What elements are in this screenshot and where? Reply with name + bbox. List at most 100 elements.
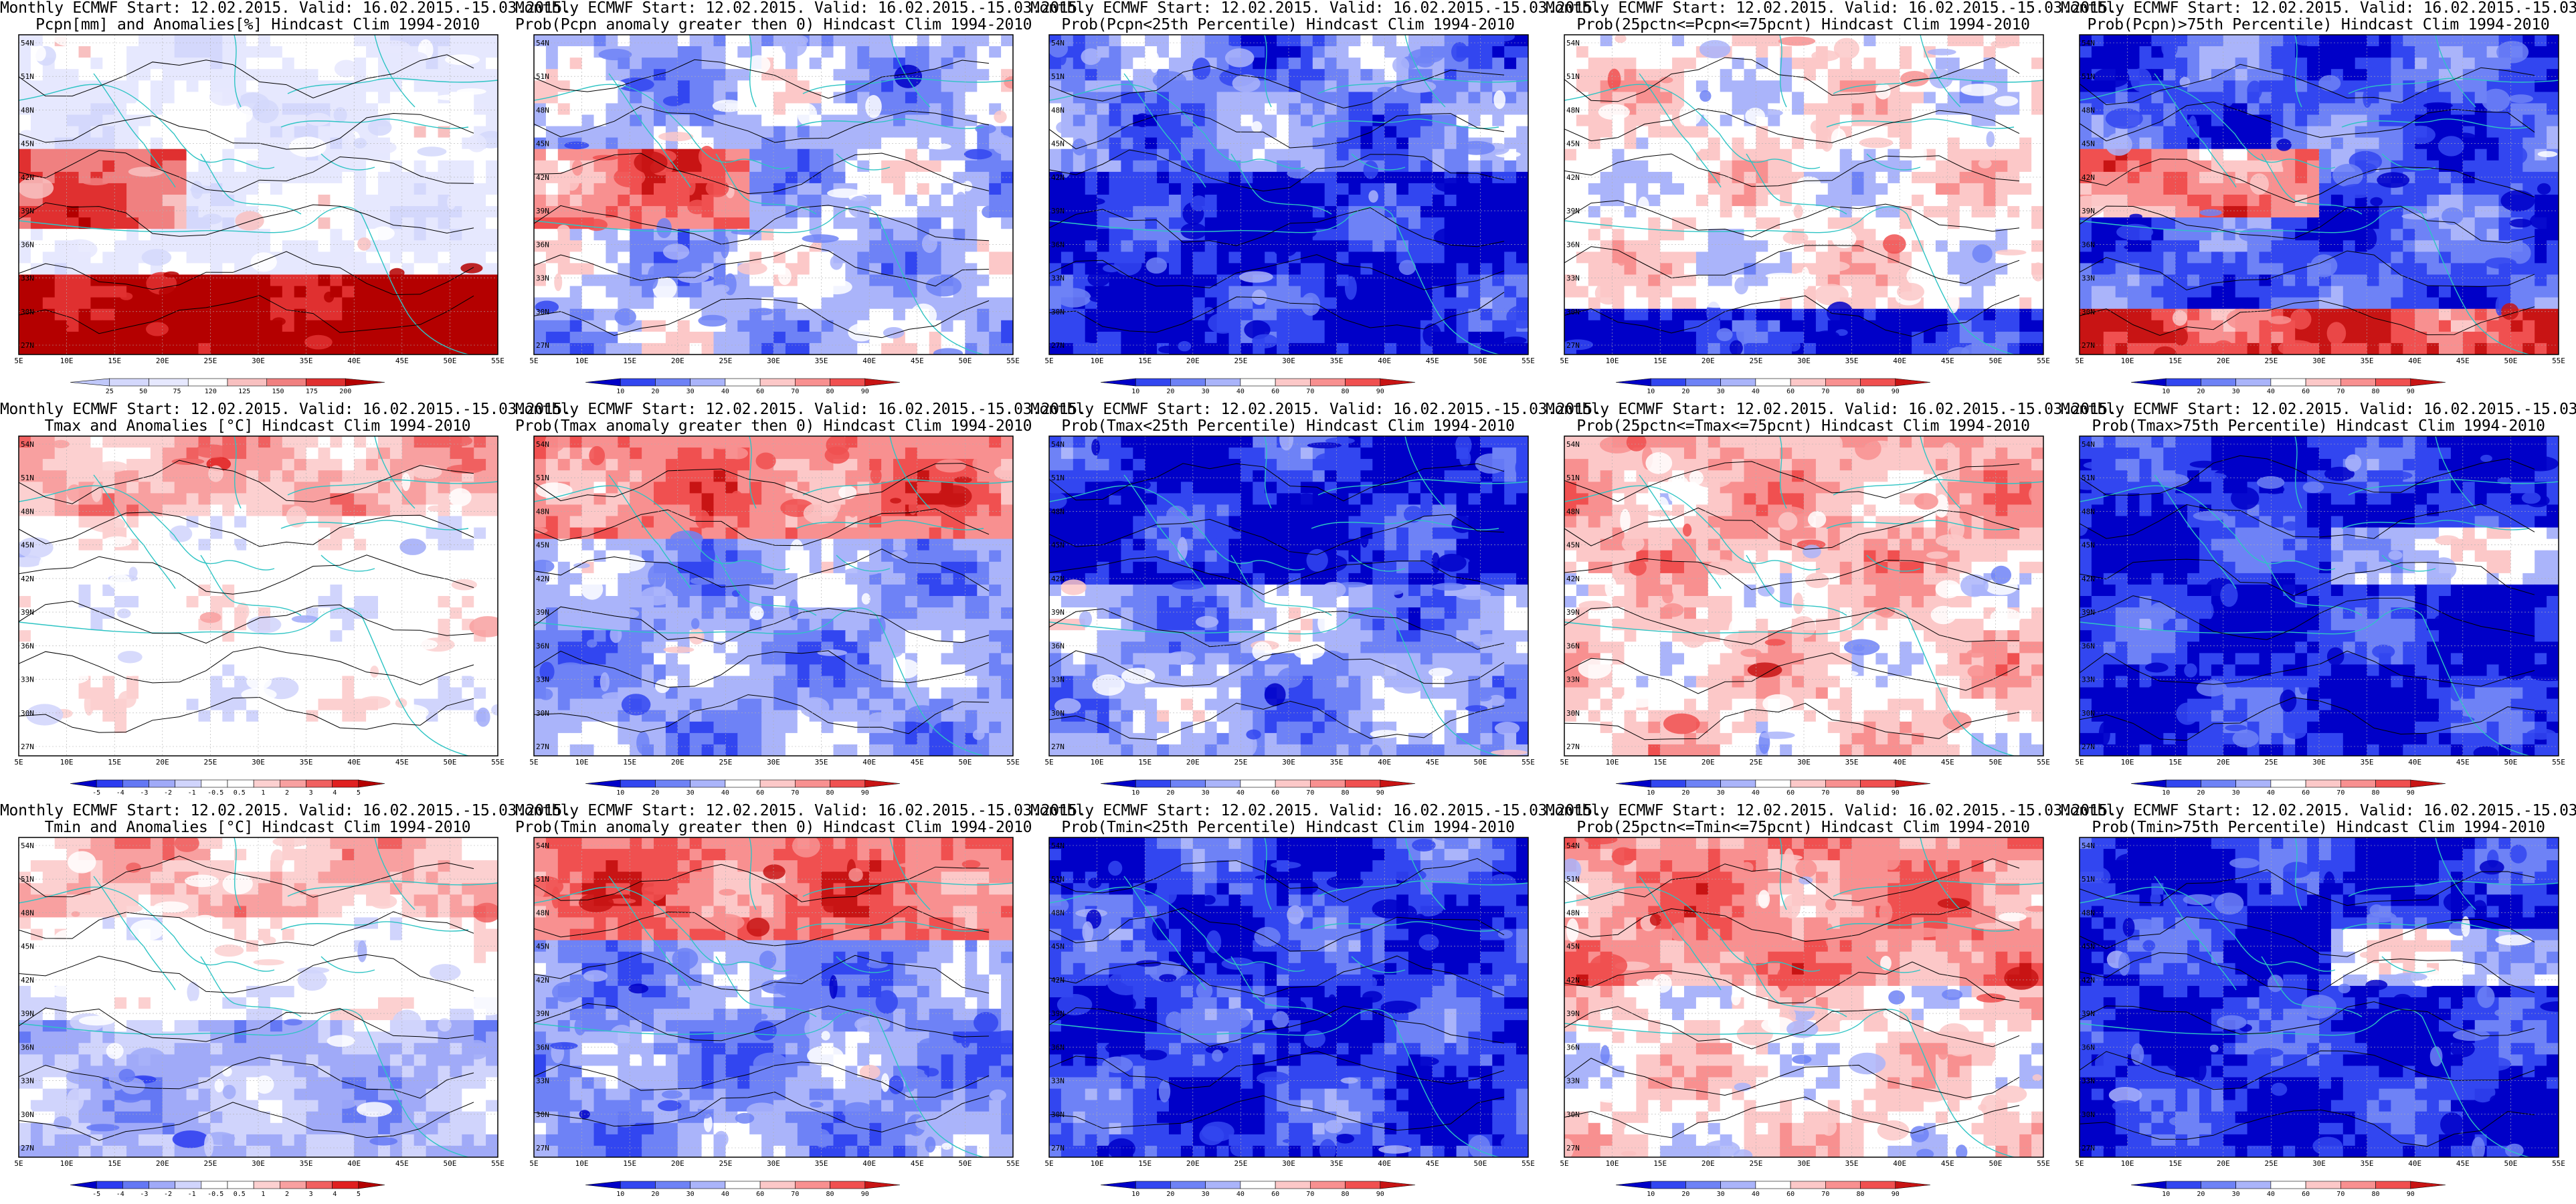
lon-tick-label: 10E — [1091, 758, 1104, 767]
lat-tick-label: 48N — [536, 908, 549, 917]
lat-tick-label: 54N — [21, 440, 34, 449]
map-plot: 5E 10E 15E 20E 25E 30E 35E 40E 45E 50E 55E 27N 30N 33… — [1560, 435, 2050, 797]
lon-tick-label: 40E — [1378, 1159, 1391, 1168]
lon-tick-label: 10E — [60, 1159, 74, 1168]
colorbar-label: 60 — [1786, 789, 1795, 797]
lat-tick-label: 33N — [1566, 274, 1580, 283]
lat-tick-label: 30N — [2082, 308, 2095, 316]
lon-tick-label: 15E — [108, 758, 121, 767]
panel-title: Monthly ECMWF Start: 12.02.2015. Valid: … — [0, 401, 571, 435]
lon-tick-label: 55E — [2037, 758, 2050, 767]
colorbar — [585, 378, 901, 387]
contour-lines — [19, 856, 474, 1141]
lat-tick-label: 51N — [1566, 474, 1580, 482]
colorbar-label: 30 — [686, 789, 695, 797]
panel-tmax-2: Monthly ECMWF Start: 12.02.2015. Valid: … — [515, 401, 1087, 803]
colorbar-label: 80 — [2372, 1191, 2380, 1198]
panel-subtitle: Prob(25pctn<=Tmax<=75pcnt) Hindcast Clim… — [1576, 417, 2030, 435]
colorbar-label: 20 — [2197, 789, 2205, 797]
colorbar-label: 90 — [1376, 789, 1384, 797]
colorbar-label: 60 — [2302, 1191, 2310, 1198]
lat-tick-label: 27N — [21, 341, 34, 350]
coastlines — [534, 35, 1013, 355]
lon-tick-label: 20E — [156, 357, 169, 365]
panel-subtitle: Prob(Tmin anomaly greater then 0) Hindca… — [515, 819, 1032, 836]
lat-tick-label: 36N — [21, 240, 34, 249]
lon-tick-label: 55E — [1522, 758, 1535, 767]
lon-tick-label: 15E — [1138, 758, 1152, 767]
lat-tick-label: 45N — [1051, 541, 1065, 550]
colorbar-label: 40 — [1752, 388, 1760, 395]
colorbar-label: 80 — [2372, 789, 2380, 797]
lon-tick-label: 25E — [203, 1159, 217, 1168]
lat-tick-label: 45N — [21, 140, 34, 148]
lat-tick-label: 36N — [1566, 1043, 1580, 1051]
panel-subtitle: Prob(Pcpn anomaly greater then 0) Hindca… — [515, 16, 1032, 33]
lon-tick-label: 45E — [1426, 1159, 1439, 1168]
lon-tick-label: 20E — [2217, 1159, 2230, 1168]
lon-tick-label: 20E — [671, 758, 684, 767]
lat-tick-label: 54N — [2082, 39, 2095, 47]
colorbar-label: 70 — [1821, 1191, 1829, 1198]
lat-tick-label: 42N — [1566, 575, 1580, 583]
lat-tick-label: 30N — [21, 1110, 34, 1119]
lon-tick-label: 15E — [108, 1159, 121, 1168]
lat-tick-label: 27N — [21, 742, 34, 751]
lat-tick-label: 30N — [2082, 709, 2095, 718]
colorbar — [70, 378, 385, 387]
panel-title: Monthly ECMWF Start: 12.02.2015. Valid: … — [1546, 803, 2117, 836]
lon-tick-label: 45E — [1941, 758, 1954, 767]
colorbar-label: 60 — [1786, 388, 1795, 395]
colorbar — [2130, 779, 2446, 788]
lat-tick-label: 54N — [1566, 440, 1580, 449]
colorbar-label: 70 — [1306, 1191, 1314, 1198]
lon-tick-label: 25E — [1234, 357, 1247, 365]
coastlines — [1564, 436, 2043, 756]
colorbar-label: 80 — [1857, 1191, 1865, 1198]
colorbar-label: 60 — [756, 1191, 764, 1198]
lon-tick-label: 40E — [2408, 1159, 2421, 1168]
lon-tick-label: 55E — [2037, 357, 2050, 365]
colorbar-label: 30 — [1202, 789, 1210, 797]
coastlines — [1564, 35, 2043, 355]
colorbar-label: 90 — [861, 1191, 869, 1198]
panel-subtitle: Prob(Tmin>75th Percentile) Hindcast Clim… — [2092, 819, 2545, 836]
lon-tick-label: 30E — [252, 1159, 265, 1168]
panel-tmin-4: Monthly ECMWF Start: 12.02.2015. Valid: … — [1546, 803, 2117, 1204]
lat-tick-label: 42N — [21, 575, 34, 583]
lon-tick-label: 15E — [1653, 357, 1667, 365]
lon-tick-label: 5E — [1560, 1159, 1568, 1168]
lat-tick-label: 30N — [1051, 308, 1065, 316]
coastlines — [534, 436, 1013, 756]
graticule — [19, 436, 498, 756]
panel-subtitle: Prob(Pcpn)>75th Percentile) Hindcast Cli… — [2087, 16, 2550, 33]
colorbar-label: 60 — [756, 789, 764, 797]
panel-header: Monthly ECMWF Start: 12.02.2015. Valid: … — [2061, 802, 2576, 819]
field-shading — [1049, 436, 1528, 756]
lat-tick-label: 54N — [21, 39, 34, 47]
lat-tick-label: 48N — [1566, 106, 1580, 114]
lon-tick-label: 20E — [2217, 758, 2230, 767]
colorbar — [1100, 1181, 1416, 1189]
colorbar-label: 200 — [339, 388, 351, 395]
coastlines — [19, 436, 498, 756]
lon-tick-label: 35E — [2361, 758, 2374, 767]
colorbar-label: -5 — [92, 1191, 100, 1198]
field-shading — [1564, 35, 2043, 355]
lat-tick-label: 39N — [536, 1009, 549, 1018]
panel-tmax-1: Monthly ECMWF Start: 12.02.2015. Valid: … — [0, 401, 571, 803]
colorbar-label: -5 — [92, 789, 100, 797]
lon-tick-label: 15E — [1653, 758, 1667, 767]
lat-tick-label: 48N — [1051, 106, 1065, 114]
colorbar-label: 20 — [651, 1191, 659, 1198]
colorbar-label: 40 — [721, 789, 729, 797]
colorbar — [2130, 378, 2446, 387]
colorbar-label: 2 — [285, 1191, 289, 1198]
colorbar-label: 40 — [1236, 789, 1245, 797]
lon-tick-label: 30E — [767, 357, 780, 365]
colorbar-label: 90 — [1892, 388, 1900, 395]
lon-tick-label: 45E — [1426, 357, 1439, 365]
lat-tick-label: 51N — [1566, 72, 1580, 81]
panel-header: Monthly ECMWF Start: 12.02.2015. Valid: … — [0, 401, 571, 418]
lat-tick-label: 30N — [1051, 709, 1065, 718]
